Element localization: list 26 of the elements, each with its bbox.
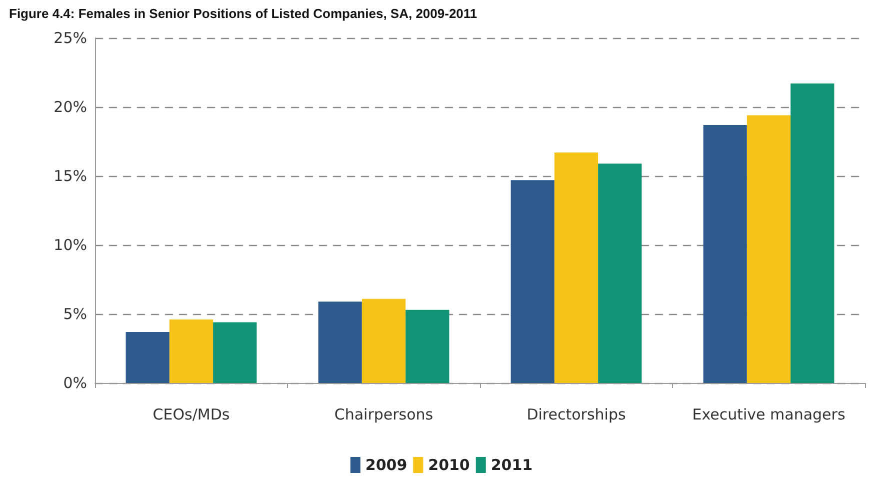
legend-label: 2009 (365, 456, 408, 474)
x-tick-label: Directorships (526, 406, 626, 424)
y-tick-label: 20% (54, 98, 87, 116)
x-tick-label: Executive managers (692, 406, 846, 424)
bar (126, 332, 170, 383)
bar (510, 180, 554, 383)
bar (318, 302, 362, 383)
y-tick-label: 25% (54, 29, 87, 47)
x-tick-label: Chairpersons (334, 406, 434, 424)
legend-label: 2011 (490, 456, 533, 474)
chart-title: Figure 4.4: Females in Senior Positions of Listed Companies, SA, 2009-2011 (9, 6, 478, 21)
y-tick-label: 15% (54, 167, 87, 185)
bar (169, 320, 214, 383)
bar (790, 84, 834, 383)
x-tick-label: CEOs/MDs (152, 406, 230, 424)
y-tick-label: 10% (54, 236, 87, 254)
bar (362, 298, 406, 383)
bar (213, 322, 257, 383)
bar (746, 115, 791, 383)
bar (554, 152, 598, 383)
legend-label: 2010 (428, 456, 470, 474)
bar (406, 310, 450, 383)
bar (598, 164, 642, 383)
bar (703, 124, 747, 383)
y-tick-label: 5% (63, 305, 87, 323)
y-tick-label: 0% (63, 374, 87, 392)
